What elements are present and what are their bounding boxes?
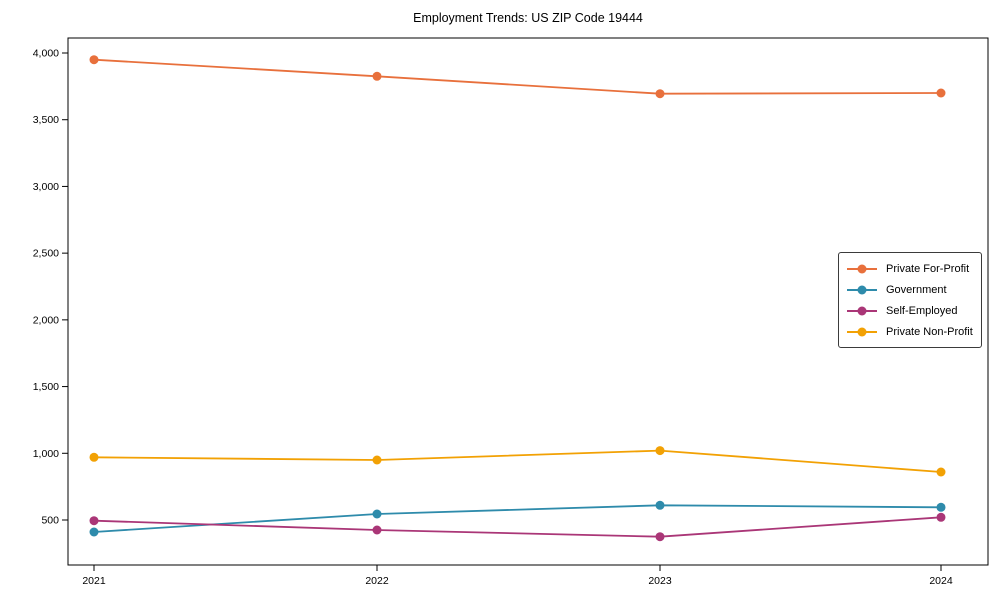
y-tick-label: 2,500 <box>33 248 59 260</box>
legend-dot <box>857 306 867 315</box>
legend-label: Private For-Profit <box>886 262 970 275</box>
x-tick-label: 2022 <box>365 575 389 587</box>
data-point <box>936 512 946 522</box>
y-tick-label: 2,000 <box>33 314 59 326</box>
data-point <box>655 446 665 456</box>
legend-label: Self-Employed <box>886 304 958 317</box>
data-point <box>372 525 382 535</box>
legend-item-government: Government <box>847 279 973 300</box>
data-point <box>936 502 946 512</box>
y-tick-label: 3,000 <box>33 181 59 193</box>
legend-marker-icon <box>847 263 877 274</box>
legend-dot <box>857 264 867 273</box>
y-tick-label: 3,500 <box>33 114 59 126</box>
data-point <box>372 455 382 465</box>
legend-marker-icon <box>847 284 877 295</box>
data-point <box>89 55 99 65</box>
x-axis: 2021 2022 2023 2024 <box>82 565 953 587</box>
series-government <box>89 500 946 537</box>
data-point <box>936 88 946 98</box>
data-point <box>89 527 99 537</box>
legend-label: Private Non-Profit <box>886 325 973 338</box>
legend-marker-icon <box>847 326 877 337</box>
legend: Private For-Profit Government Self-Employe… <box>838 252 982 348</box>
data-point <box>89 516 99 526</box>
data-point <box>655 532 665 542</box>
data-point <box>89 452 99 462</box>
data-point <box>655 500 665 510</box>
series-line <box>93 516 942 538</box>
series-line <box>93 449 942 473</box>
legend-marker-icon <box>847 305 877 316</box>
legend-dot <box>857 327 867 336</box>
x-tick-label: 2024 <box>929 575 953 587</box>
legend-label: Government <box>886 283 947 296</box>
chart-title: Employment Trends: US ZIP Code 19444 <box>413 11 643 25</box>
legend-item-self-employed: Self-Employed <box>847 300 973 321</box>
y-tick-label: 4,000 <box>33 48 59 60</box>
series-private-for-profit <box>89 55 946 99</box>
series-self-employed <box>89 512 946 542</box>
y-axis: 500 1,000 1,500 2,000 2,500 3,000 3,500 4,000 <box>33 48 68 527</box>
series-private-non-profit <box>89 446 946 477</box>
series-line <box>93 58 942 95</box>
legend-item-private-non-profit: Private Non-Profit <box>847 321 973 342</box>
data-point <box>936 467 946 477</box>
data-point <box>372 509 382 519</box>
data-point <box>372 71 382 81</box>
y-tick-label: 1,000 <box>33 448 59 460</box>
x-tick-label: 2021 <box>82 575 106 587</box>
legend-dot <box>857 285 867 294</box>
y-tick-label: 500 <box>41 515 59 527</box>
plot-frame <box>67 37 989 566</box>
y-tick-label: 1,500 <box>33 381 59 393</box>
data-point <box>655 89 665 99</box>
series-line <box>93 504 942 533</box>
legend-item-private-for-profit: Private For-Profit <box>847 258 973 279</box>
x-tick-label: 2023 <box>648 575 672 587</box>
